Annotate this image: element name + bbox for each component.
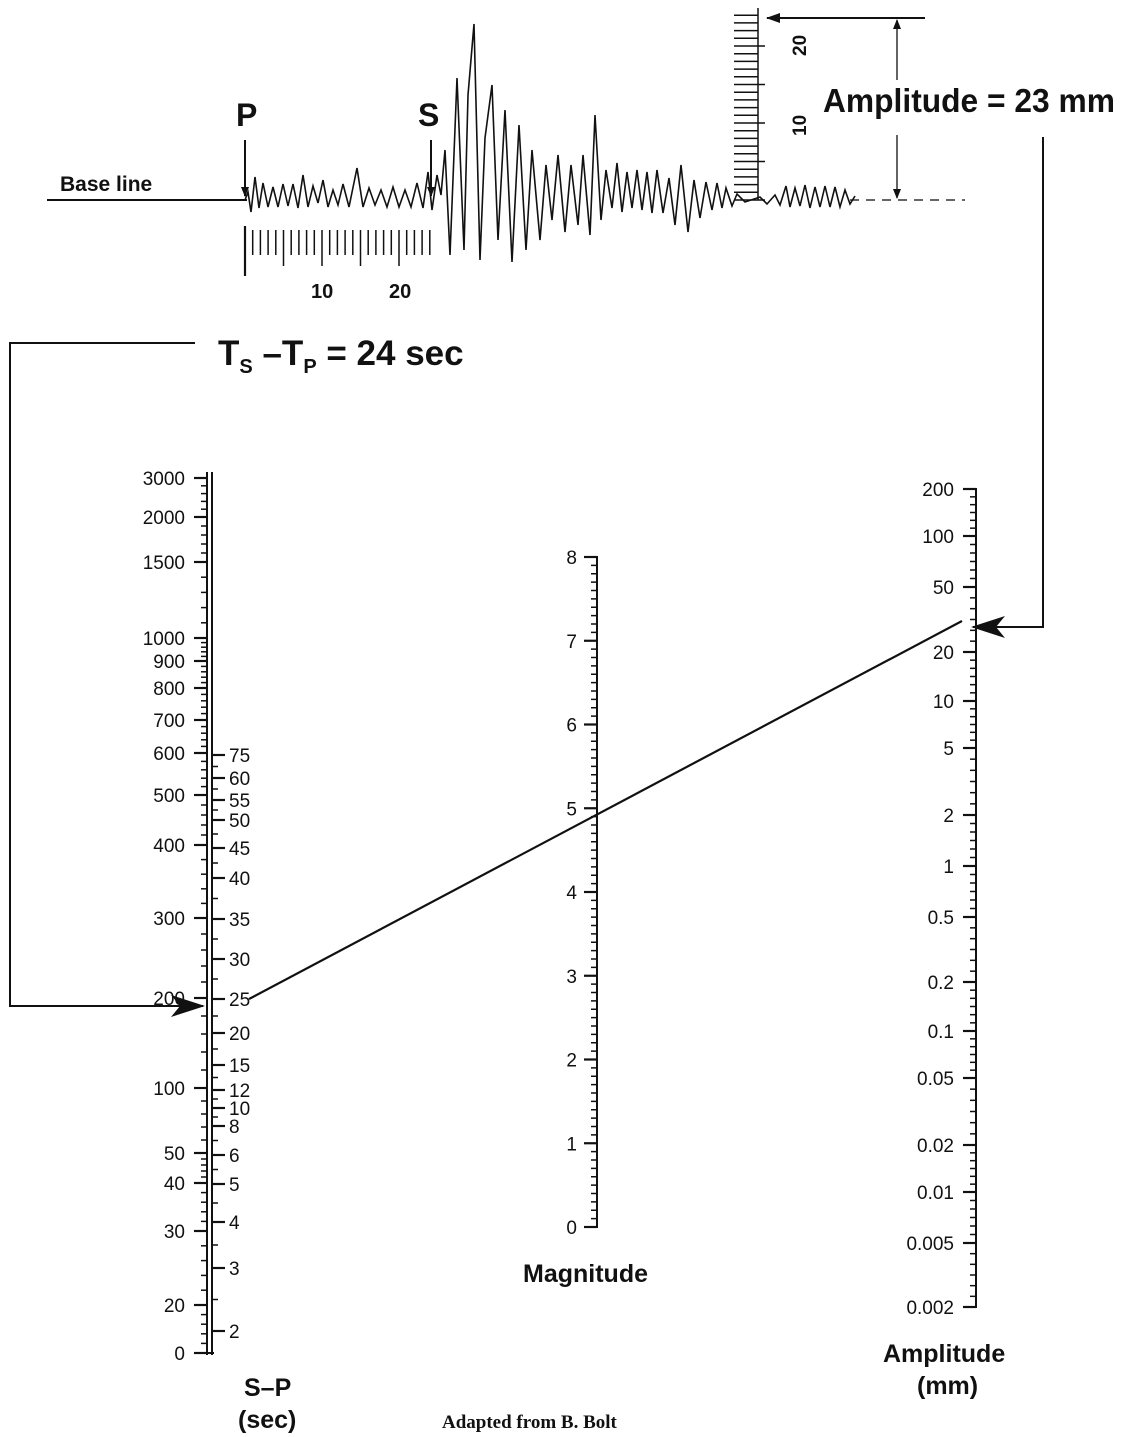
distance-tick-label: 700 bbox=[153, 711, 185, 732]
sp-tick-label: 45 bbox=[229, 839, 250, 860]
amplitude-ticks: 200 100 50 20 10 5 2 1 0.5 0.2 0.1 0.05 0.02 0.01 0.00… bbox=[906, 480, 976, 1319]
magnitude-tick-label: 6 bbox=[566, 716, 577, 737]
magnitude-axis-title: Magnitude bbox=[523, 1260, 648, 1288]
sp-tick-label: 3 bbox=[229, 1259, 240, 1280]
magnitude-tick-label: 7 bbox=[566, 632, 577, 653]
distance-tick-label: 30 bbox=[164, 1222, 185, 1243]
distance-tick-label: 600 bbox=[153, 744, 185, 765]
amplitude-tick-label: 50 bbox=[933, 578, 954, 599]
sp-tick-label: 10 bbox=[229, 1099, 250, 1120]
sp-tick-label: 2 bbox=[229, 1322, 240, 1343]
sp-tick-label: 15 bbox=[229, 1056, 250, 1077]
s-wave-label: S bbox=[418, 97, 439, 133]
amplitude-tick-label: 0.005 bbox=[906, 1234, 954, 1255]
amplitude-tick-label: 0.1 bbox=[928, 1022, 954, 1043]
sp-tick-label: 55 bbox=[229, 791, 250, 812]
sp-tick-label: 75 bbox=[229, 746, 250, 767]
amplitude-axis-title: Amplitude bbox=[883, 1340, 1005, 1368]
amplitude-tick-label: 0.5 bbox=[928, 908, 954, 929]
amplitude-ruler-label: 10 bbox=[790, 115, 811, 136]
distance-tick-label: 200 bbox=[153, 989, 185, 1010]
distance-tick-label: 20 bbox=[164, 1296, 185, 1317]
distance-tick-label: 50 bbox=[164, 1144, 185, 1165]
amplitude-scale: 200 100 50 20 10 5 2 1 0.5 0.2 0.1 0.05 0.02 0.01 0.00… bbox=[883, 480, 1005, 1400]
seismogram-trace bbox=[47, 23, 856, 263]
sp-tick-label: 6 bbox=[229, 1146, 240, 1167]
seismogram: Base line P S 10 20 10 20 Amplitude = 23… bbox=[47, 8, 1115, 378]
sp-tick-label: 60 bbox=[229, 769, 250, 790]
distance-tick-label: 100 bbox=[153, 1079, 185, 1100]
distance-tick-label: 1000 bbox=[143, 629, 185, 650]
distance-tick-label: 500 bbox=[153, 786, 185, 807]
amplitude-tick-label: 0.002 bbox=[906, 1298, 954, 1319]
reading-line bbox=[248, 620, 963, 1000]
amplitude-tick-label: 100 bbox=[922, 527, 954, 548]
distance-tick-label: 1500 bbox=[143, 553, 185, 574]
ts-tp-reading: TS –TP = 24 sec bbox=[218, 334, 464, 378]
time-scale bbox=[243, 226, 431, 276]
time-tick-label: 20 bbox=[389, 281, 411, 303]
sp-tick-label: 50 bbox=[229, 811, 250, 832]
amplitude-connector-arrow bbox=[971, 137, 1044, 638]
sp-tick-label: 35 bbox=[229, 910, 250, 931]
baseline-label: Base line bbox=[60, 173, 152, 196]
magnitude-scale: 8 7 6 5 4 3 2 1 0 Magnitude bbox=[523, 548, 648, 1288]
amplitude-tick-label: 20 bbox=[933, 643, 954, 664]
magnitude-tick-label: 1 bbox=[566, 1134, 577, 1155]
amplitude-tick-label: 0.2 bbox=[928, 973, 954, 994]
magnitude-tick-label: 3 bbox=[566, 967, 577, 988]
magnitude-tick-label: 2 bbox=[566, 1051, 577, 1072]
magnitude-ticks: 8 7 6 5 4 3 2 1 0 bbox=[566, 548, 597, 1239]
distance-sp-scale: 3000200015001000900800700600500400300200… bbox=[143, 469, 297, 1434]
distance-tick-label: 2000 bbox=[143, 508, 185, 529]
amplitude-tick-label: 1 bbox=[943, 857, 954, 878]
distance-tick-label: 0 bbox=[174, 1344, 185, 1365]
distance-tick-label: 900 bbox=[153, 652, 185, 673]
amplitude-tick-label: 0.01 bbox=[917, 1183, 954, 1204]
amplitude-ruler bbox=[734, 8, 765, 201]
amplitude-reading-text: Amplitude = 23 mm bbox=[823, 82, 1115, 119]
amplitude-tick-label: 0.02 bbox=[917, 1136, 954, 1157]
sp-tick-label: 30 bbox=[229, 950, 250, 971]
distance-tick-label: 300 bbox=[153, 909, 185, 930]
sp-tick-label: 12 bbox=[229, 1081, 250, 1102]
amplitude-tick-label: 5 bbox=[943, 739, 954, 760]
sp-tick-label: 5 bbox=[229, 1175, 240, 1196]
amplitude-ruler-label: 20 bbox=[790, 35, 811, 56]
distance-tick-label: 400 bbox=[153, 836, 185, 857]
sp-tick-label: 20 bbox=[229, 1024, 250, 1045]
distance-tick-label: 40 bbox=[164, 1174, 185, 1195]
amplitude-tick-label: 200 bbox=[922, 480, 954, 501]
amplitude-axis-title-unit: (mm) bbox=[917, 1372, 978, 1400]
magnitude-tick-label: 4 bbox=[566, 883, 577, 904]
sp-connector-arrow bbox=[9, 342, 205, 1017]
magnitude-tick-label: 0 bbox=[566, 1218, 577, 1239]
distance-tick-label: 800 bbox=[153, 679, 185, 700]
distance-tick-label: 3000 bbox=[143, 469, 185, 490]
amplitude-tick-label: 2 bbox=[943, 806, 954, 827]
amplitude-tick-label: 10 bbox=[933, 692, 954, 713]
sp-tick-label: 40 bbox=[229, 869, 250, 890]
sp-tick-label: 25 bbox=[229, 990, 250, 1011]
sp-axis-title-unit: (sec) bbox=[238, 1406, 296, 1434]
p-wave-label: P bbox=[236, 97, 257, 133]
credit-text: Adapted from B. Bolt bbox=[442, 1412, 618, 1433]
sp-tick-label: 8 bbox=[229, 1117, 240, 1138]
amplitude-tick-label: 0.05 bbox=[917, 1069, 954, 1090]
sp-axis-title: S–P bbox=[244, 1374, 291, 1402]
magnitude-tick-label: 5 bbox=[566, 799, 577, 820]
time-tick-label: 10 bbox=[311, 281, 333, 303]
sp-tick-label: 4 bbox=[229, 1213, 240, 1234]
magnitude-tick-label: 8 bbox=[566, 548, 577, 569]
distance-ticks: 3000200015001000900800700600500400300200… bbox=[143, 469, 207, 1365]
